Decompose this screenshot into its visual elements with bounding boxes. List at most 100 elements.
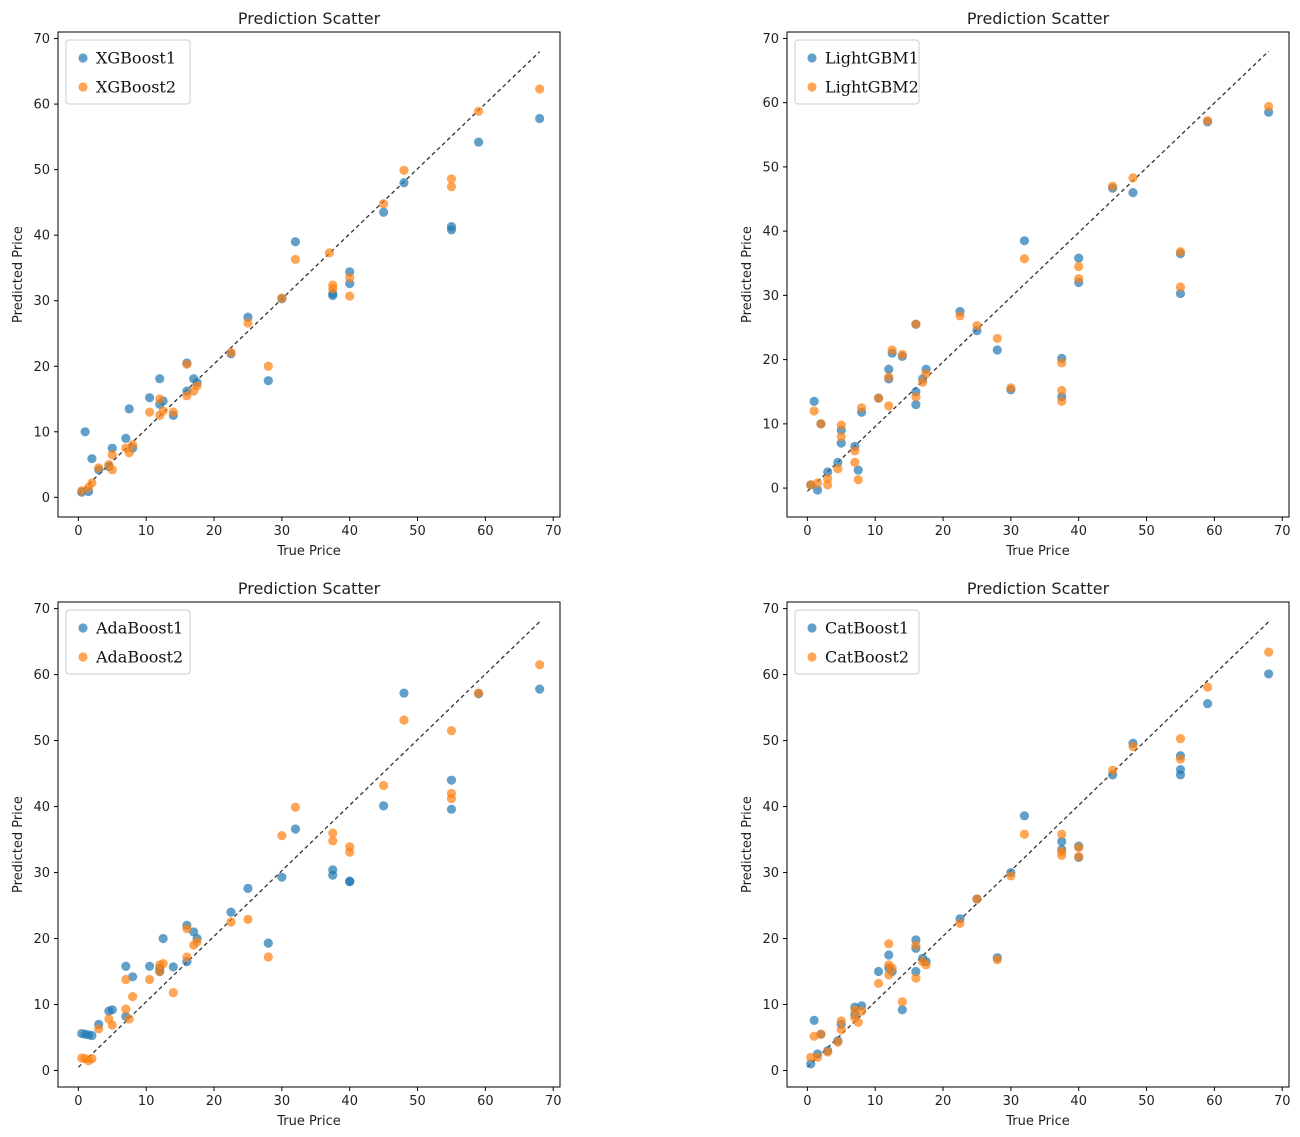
y-tick-label: 60 — [762, 668, 779, 683]
scatter-point — [168, 407, 178, 417]
scatter-point — [1128, 741, 1138, 752]
scatter-point — [1019, 236, 1030, 246]
scatter-point — [911, 966, 921, 977]
scatter-point — [87, 454, 97, 464]
legend-box — [794, 39, 920, 105]
scatter-point — [955, 311, 965, 321]
scatter-point — [873, 966, 884, 977]
x-tick-label: 40 — [1070, 1094, 1087, 1109]
legend-box — [65, 609, 191, 675]
scatter-point — [446, 174, 457, 184]
scatter-point — [107, 465, 117, 475]
legend-box — [794, 609, 920, 675]
scatter-point — [290, 824, 301, 834]
scatter-point — [243, 883, 253, 893]
y-tick-label: 40 — [762, 225, 779, 240]
x-tick-label: 0 — [74, 524, 82, 539]
scatter-point — [1057, 850, 1067, 860]
scatter-point — [168, 962, 178, 972]
legend-marker — [78, 82, 88, 92]
scatter-point — [263, 376, 273, 386]
x-tick-label: 40 — [341, 1094, 358, 1109]
scatter-point — [884, 372, 894, 382]
scatter-point — [155, 394, 165, 404]
scatter-point — [1057, 385, 1067, 396]
y-tick-label: 10 — [762, 417, 779, 432]
scatter-point — [972, 320, 982, 331]
scatter-point — [535, 84, 545, 94]
legend-marker — [807, 652, 817, 662]
identity-reference-line — [77, 51, 541, 495]
legend-marker — [807, 623, 817, 633]
legend-marker — [807, 82, 817, 92]
scatter-point — [850, 446, 860, 456]
scatter-point — [911, 392, 921, 402]
scatter-point — [324, 248, 334, 258]
legend-marker — [78, 623, 88, 633]
x-tick-label: 60 — [477, 524, 494, 539]
scatter-panel-1: Prediction Scatter 0 10 20 30 40 50 60 70 0 10 20 30… — [11, 9, 561, 559]
legend-label: XGBoost1 — [96, 49, 176, 68]
y-tick-label: 10 — [33, 425, 50, 440]
x-tick-label: 0 — [803, 1094, 811, 1109]
scatter-point — [1202, 682, 1213, 692]
scatter-point — [328, 284, 338, 294]
scatter-point — [884, 939, 894, 949]
x-tick-label: 60 — [1206, 524, 1223, 539]
y-tick-label: 0 — [771, 1064, 779, 1079]
scatter-point — [836, 1024, 846, 1035]
scatter-point — [155, 966, 165, 977]
scatter-point — [850, 457, 860, 467]
x-axis-label: True Price — [1005, 544, 1069, 559]
scatter-point — [836, 420, 846, 430]
scatter-point — [823, 473, 833, 484]
scatter-point — [121, 433, 131, 443]
x-axis-label: True Price — [1005, 1114, 1069, 1129]
scatter-point — [812, 478, 823, 488]
scatter-point — [992, 345, 1002, 355]
x-tick-label: 40 — [1070, 524, 1087, 539]
scatter-point — [107, 1005, 117, 1015]
scatter-point — [911, 973, 921, 983]
scatter-point — [1057, 829, 1067, 839]
scatter-point — [328, 290, 338, 301]
scatter-point — [379, 780, 389, 791]
scatter-point — [1019, 811, 1030, 821]
scatter-point — [911, 940, 921, 950]
y-tick-label: 0 — [771, 482, 779, 497]
legend-marker — [807, 53, 817, 63]
scatter-point — [158, 959, 168, 969]
series-LightGBM2 — [806, 101, 1274, 490]
x-tick-label: 20 — [935, 524, 952, 539]
scatter-point — [87, 1030, 97, 1041]
scatter-point — [182, 952, 192, 962]
scatter-point — [873, 978, 884, 989]
scatter-point — [535, 684, 545, 694]
scatter-point — [290, 237, 301, 247]
scatter-point — [263, 952, 273, 962]
scatter-point — [1006, 383, 1016, 393]
x-tick-label: 20 — [935, 1094, 952, 1109]
scatter-point — [853, 1017, 863, 1027]
y-tick-label: 70 — [762, 602, 779, 617]
scatter-point — [328, 836, 338, 846]
scatter-point — [809, 1015, 819, 1025]
x-tick-label: 50 — [409, 524, 426, 539]
y-tick-label: 40 — [33, 229, 50, 244]
x-tick-label: 70 — [545, 1094, 562, 1109]
scatter-panel-4: Prediction Scatter 0 10 20 30 40 50 60 70 0 10 20 30… — [740, 579, 1290, 1129]
scatter-point — [823, 467, 833, 477]
scatter-point — [897, 997, 907, 1007]
legend: CatBoost1 CatBoost2 — [794, 609, 920, 675]
scatter-point — [535, 660, 545, 670]
scatter-point — [1074, 274, 1084, 284]
scatter-point — [379, 207, 389, 217]
scatter-point — [144, 961, 155, 971]
scatter-point — [243, 318, 253, 328]
scatter-point — [816, 1029, 826, 1039]
y-tick-label: 50 — [33, 734, 50, 749]
scatter-point — [823, 1047, 833, 1057]
scatter-point — [921, 960, 931, 970]
x-tick-label: 10 — [138, 524, 155, 539]
scatter-point — [226, 907, 236, 917]
